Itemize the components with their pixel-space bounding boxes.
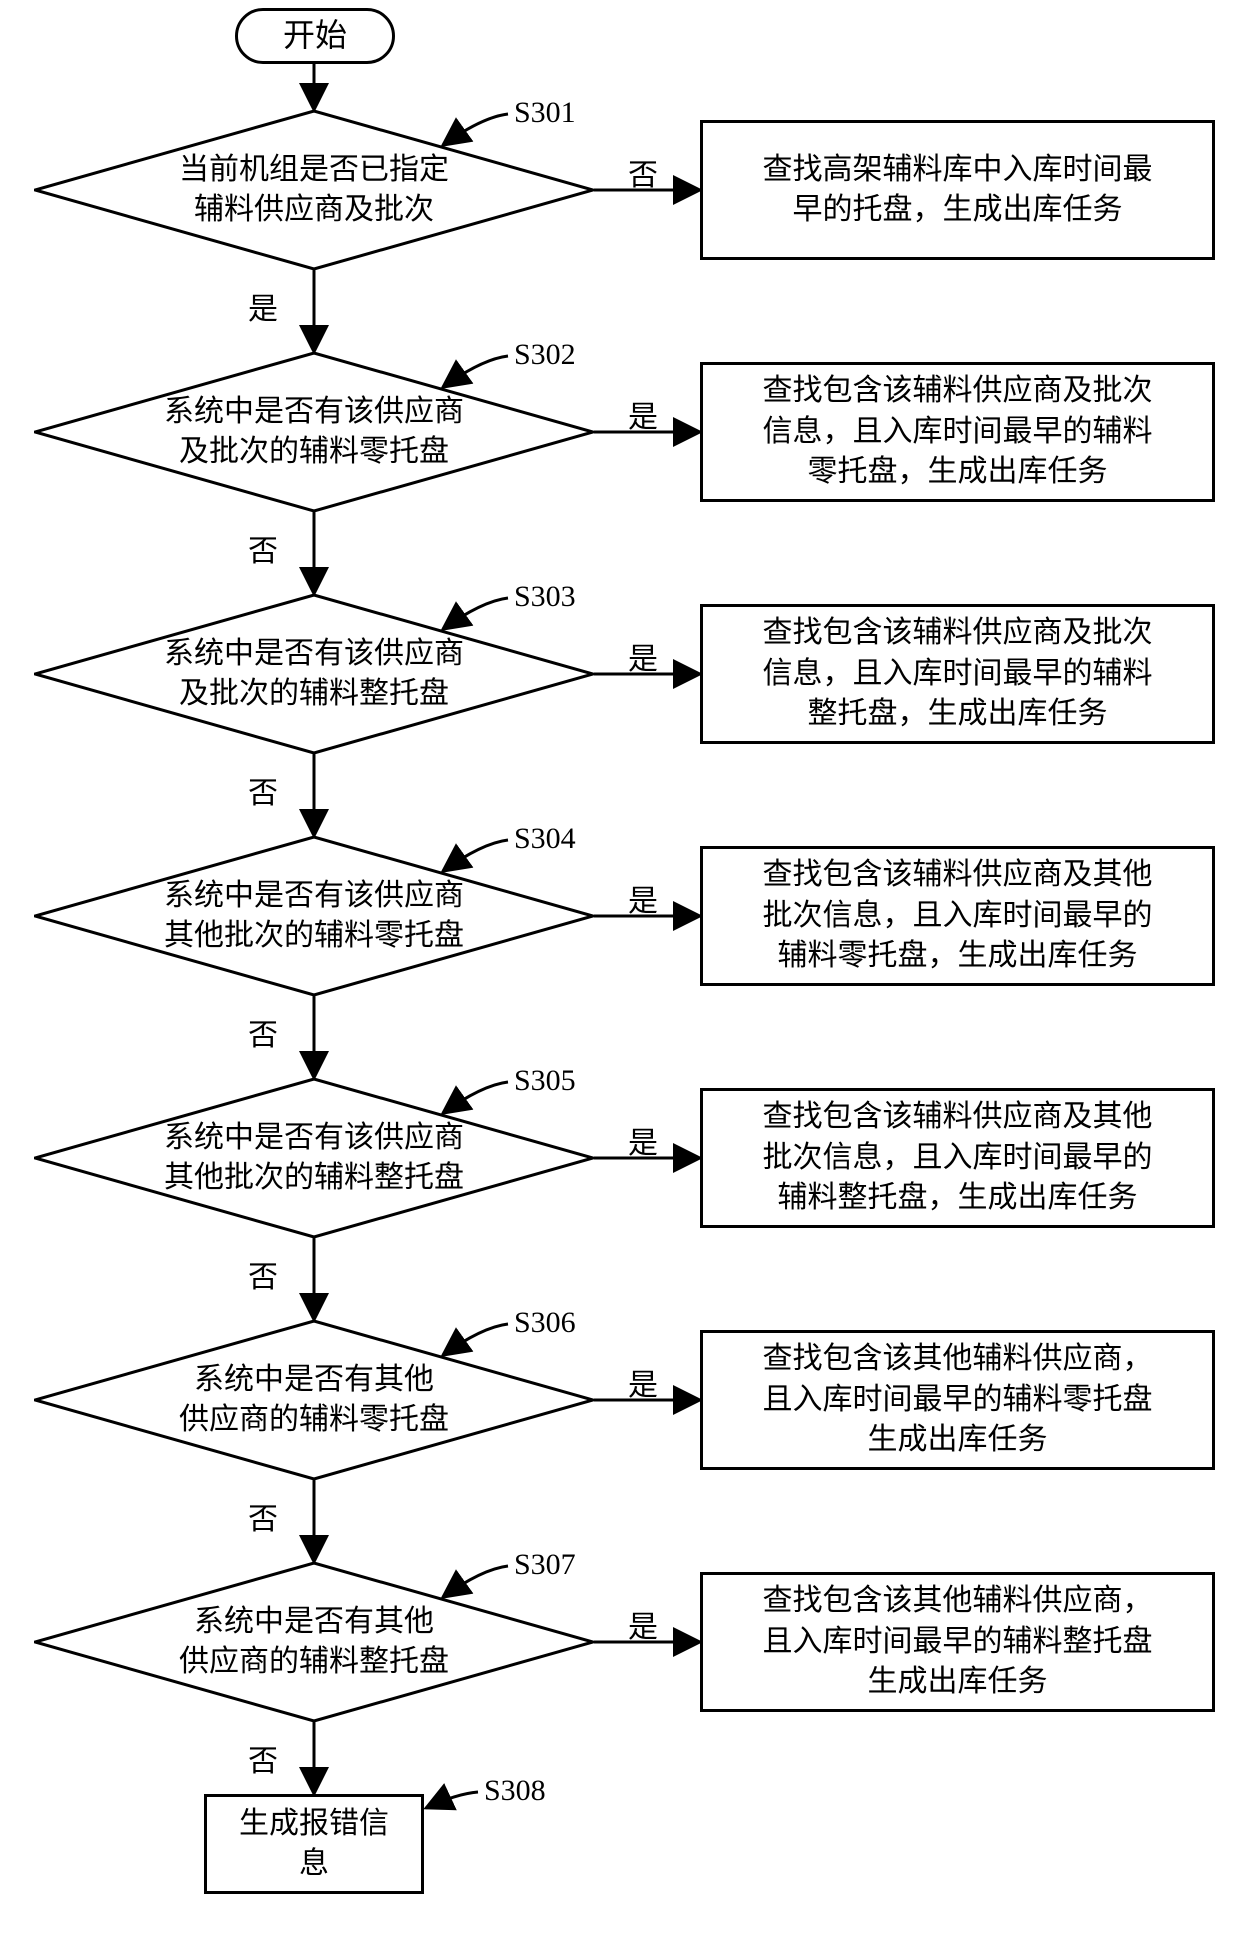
start-node: 开始 [235, 8, 395, 64]
step-label-S307: S307 [514, 1548, 576, 1582]
step-label-S303: S303 [514, 580, 576, 614]
step-label-S304: S304 [514, 822, 576, 856]
decision-label: 当前机组是否已指定辅料供应商及批次 [171, 150, 457, 231]
step-label-S301: S301 [514, 96, 576, 130]
decision-label: 系统中是否有该供应商其他批次的辅料整托盘 [156, 1118, 472, 1199]
terminal-node: 生成报错信息 [204, 1794, 424, 1894]
step-label-S302: S302 [514, 338, 576, 372]
decision-label: 系统中是否有其他供应商的辅料整托盘 [171, 1602, 457, 1683]
branch-label-right-S301: 否 [628, 150, 658, 194]
decision-label: 系统中是否有其他供应商的辅料零托盘 [171, 1360, 457, 1441]
branch-label-right-S304: 是 [628, 876, 658, 920]
decision-S305: 系统中是否有该供应商其他批次的辅料整托盘 [34, 1078, 594, 1238]
branch-label-down-S301: 是 [248, 284, 278, 328]
decision-S304: 系统中是否有该供应商其他批次的辅料零托盘 [34, 836, 594, 996]
step-label-S308: S308 [484, 1774, 546, 1808]
flowchart-canvas: 开始 当前机组是否已指定辅料供应商及批次 查找高架辅料库中入库时间最早的托盘，生成… [0, 0, 1240, 1946]
branch-label-down-S306: 否 [248, 1494, 278, 1538]
decision-label: 系统中是否有该供应商及批次的辅料零托盘 [156, 392, 472, 473]
action-S307: 查找包含该其他辅料供应商，且入库时间最早的辅料整托盘生成出库任务 [700, 1572, 1215, 1712]
branch-label-right-S302: 是 [628, 392, 658, 436]
decision-S307: 系统中是否有其他供应商的辅料整托盘 [34, 1562, 594, 1722]
action-S302: 查找包含该辅料供应商及批次信息，且入库时间最早的辅料零托盘，生成出库任务 [700, 362, 1215, 502]
decision-label: 系统中是否有该供应商及批次的辅料整托盘 [156, 634, 472, 715]
action-S303: 查找包含该辅料供应商及批次信息，且入库时间最早的辅料整托盘，生成出库任务 [700, 604, 1215, 744]
action-S306: 查找包含该其他辅料供应商，且入库时间最早的辅料零托盘生成出库任务 [700, 1330, 1215, 1470]
branch-label-right-S306: 是 [628, 1360, 658, 1404]
action-S304: 查找包含该辅料供应商及其他批次信息，且入库时间最早的辅料零托盘，生成出库任务 [700, 846, 1215, 986]
branch-label-down-S307: 否 [248, 1736, 278, 1780]
action-S305: 查找包含该辅料供应商及其他批次信息，且入库时间最早的辅料整托盘，生成出库任务 [700, 1088, 1215, 1228]
decision-S303: 系统中是否有该供应商及批次的辅料整托盘 [34, 594, 594, 754]
branch-label-down-S304: 否 [248, 1010, 278, 1054]
decision-S306: 系统中是否有其他供应商的辅料零托盘 [34, 1320, 594, 1480]
step-label-S306: S306 [514, 1306, 576, 1340]
branch-label-down-S303: 否 [248, 768, 278, 812]
decision-S302: 系统中是否有该供应商及批次的辅料零托盘 [34, 352, 594, 512]
branch-label-right-S305: 是 [628, 1118, 658, 1162]
branch-label-right-S303: 是 [628, 634, 658, 678]
branch-label-down-S302: 否 [248, 526, 278, 570]
branch-label-down-S305: 否 [248, 1252, 278, 1296]
decision-label: 系统中是否有该供应商其他批次的辅料零托盘 [156, 876, 472, 957]
decision-S301: 当前机组是否已指定辅料供应商及批次 [34, 110, 594, 270]
action-S301: 查找高架辅料库中入库时间最早的托盘，生成出库任务 [700, 120, 1215, 260]
step-label-S305: S305 [514, 1064, 576, 1098]
branch-label-right-S307: 是 [628, 1602, 658, 1646]
